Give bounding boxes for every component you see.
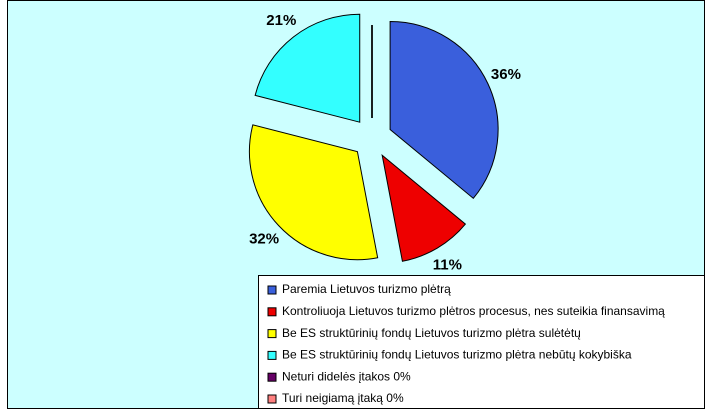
legend-swatch [267,372,277,382]
legend-swatch [267,350,277,360]
pie-slice [254,13,361,123]
legend-label: Neturi didelės įtakos 0% [282,369,411,383]
legend-label: Be ES struktūrinių fondų Lietuvos turizm… [282,348,632,362]
legend-swatch [267,329,277,339]
legend-swatch [267,285,277,295]
legend-label: Paremia Lietuvos turizmo plėtrą [282,282,451,296]
data-label: 21% [266,12,296,29]
pie-slice [381,153,467,262]
pie-slice [389,20,499,200]
legend-label: Turi neigiamą įtaką 0% [282,391,404,405]
legend-box [258,275,705,409]
legend-label: Kontroliuoja Lietuvos turizmo plėtros pr… [282,304,665,318]
legend-swatch [267,394,277,404]
data-label: 11% [433,256,462,273]
pie-slice [248,124,379,261]
legend-label: Be ES struktūrinių fondų Lietuvos turizm… [282,326,581,340]
data-label: 36% [491,66,521,83]
legend-swatch [267,307,277,317]
data-label: 32% [249,230,279,247]
